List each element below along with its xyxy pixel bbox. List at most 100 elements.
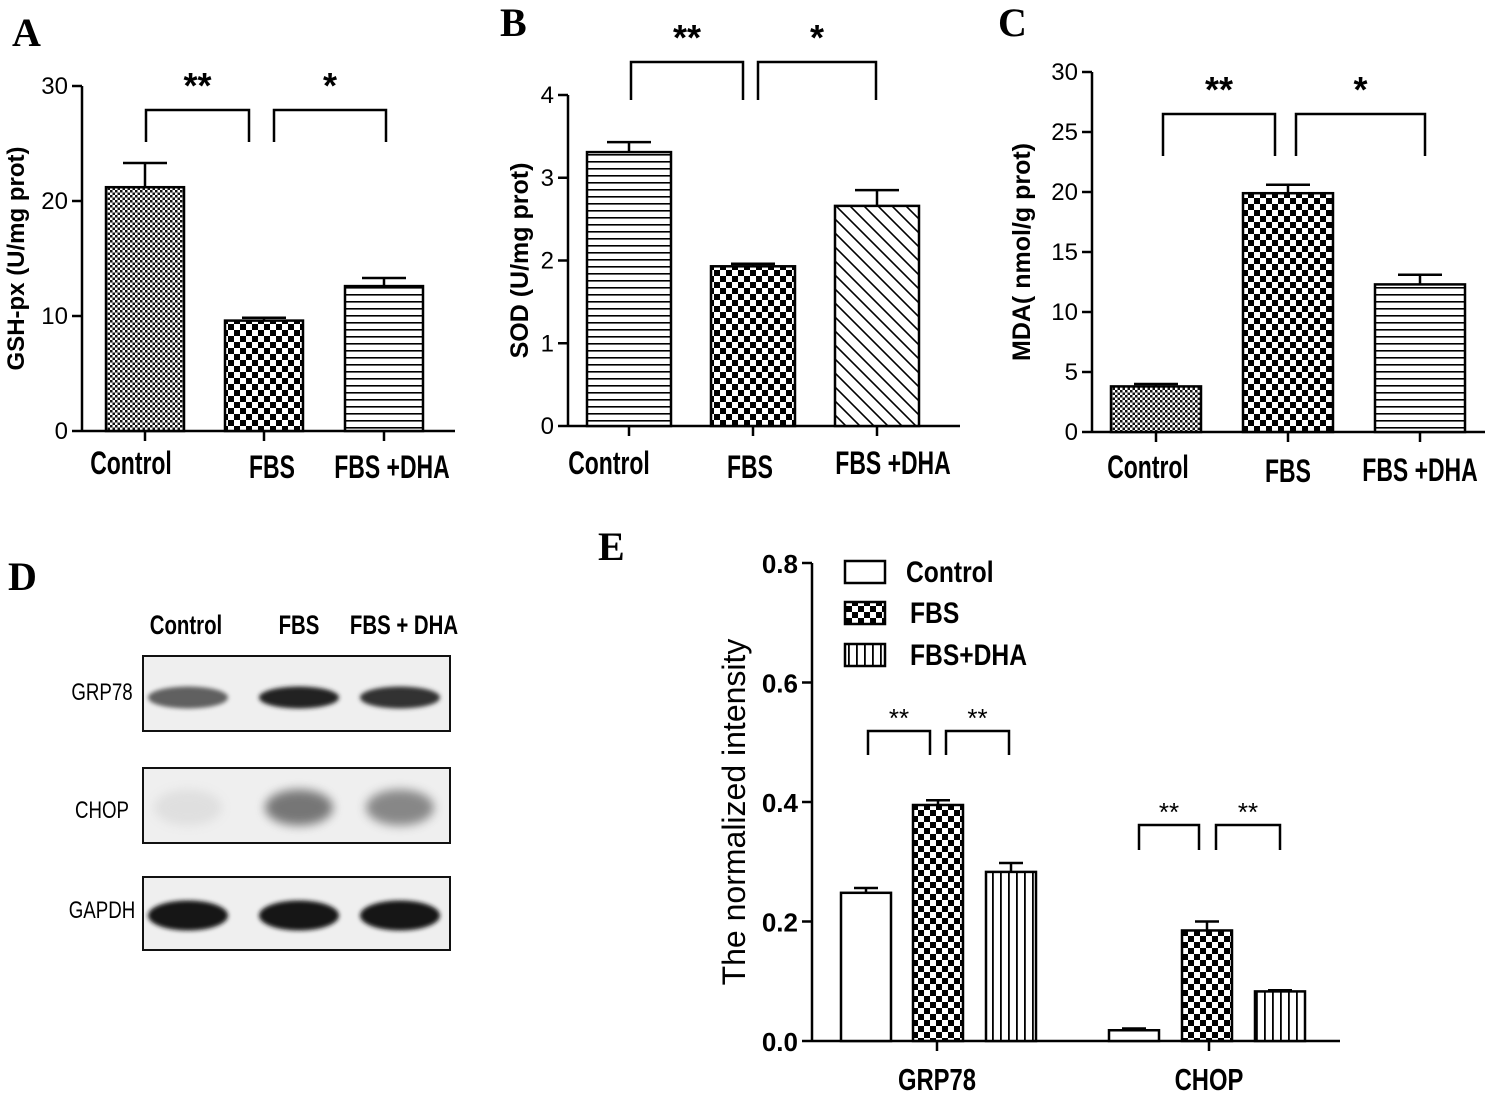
significance-label: *	[1353, 69, 1367, 110]
bar-fbs	[1241, 191, 1335, 434]
significance-bracket	[1137, 823, 1201, 850]
significance-label: **	[967, 703, 987, 733]
bar-grp78-fbs-dha	[984, 870, 1038, 1043]
y-tick-label: 0	[541, 413, 554, 440]
y-tick-label: 0.8	[762, 549, 798, 579]
significance-label: **	[1238, 797, 1258, 827]
legend-swatch	[843, 642, 887, 668]
significance-label: **	[183, 65, 211, 106]
y-tick-label: 3	[541, 165, 554, 192]
y-tick-label: 10	[41, 303, 68, 330]
significance-bracket	[1294, 112, 1427, 156]
blot-lane-label: FBS	[279, 611, 320, 640]
significance-bracket	[944, 729, 1011, 755]
y-tick-label: 30	[1051, 59, 1078, 86]
chart-normalized-intensity: 0.0 0.2 0.4 0.6 0.8 The normalized intensity G…	[716, 549, 1340, 1097]
y-tick-label: 0.6	[762, 669, 798, 699]
blot-protein-label: GAPDH	[69, 896, 135, 924]
legend-swatch	[843, 559, 887, 585]
x-tick-label: Control	[1107, 449, 1189, 485]
significance-bracket	[1161, 112, 1277, 156]
significance-bracket	[272, 108, 388, 142]
x-tick-label: FBS +DHA	[1362, 452, 1477, 488]
y-axis-label: The normalized intensity	[716, 639, 752, 986]
legend-label: FBS	[910, 596, 959, 630]
blot-band	[360, 900, 440, 931]
bar-chop-fbs-dha	[1253, 990, 1307, 1043]
y-tick-label: 1	[541, 330, 554, 357]
y-tick-label: 25	[1051, 119, 1078, 146]
y-tick-label: 0	[55, 418, 68, 445]
y-tick-label: 15	[1051, 239, 1078, 266]
bar-fbs-dha	[833, 204, 921, 428]
y-axis-label: SOD (U/mg prot)	[506, 163, 534, 359]
blot-lane-label: Control	[150, 611, 222, 640]
bar-control	[1109, 385, 1203, 434]
bar-fbs	[709, 265, 797, 428]
y-tick-label: 5	[1065, 359, 1078, 386]
legend-swatch	[843, 600, 887, 626]
significance-label: *	[810, 17, 824, 58]
y-axis-label: MDA( nmol/g prot)	[1008, 143, 1036, 361]
y-tick-label: 0.0	[762, 1027, 798, 1057]
blot-band	[366, 789, 434, 826]
x-tick-label: GRP78	[898, 1062, 976, 1097]
significance-bracket	[144, 108, 251, 142]
y-tick-label: 20	[41, 188, 68, 215]
y-tick-label: 0.4	[762, 788, 799, 818]
y-tick-label: 4	[541, 82, 554, 109]
blot-band	[360, 686, 440, 709]
chart-mda: 0 5 10 15 20 25 30 MDA( nmol/g prot) Control FBS F…	[1008, 59, 1485, 489]
legend-label: FBS+DHA	[910, 638, 1027, 672]
bar-control	[104, 185, 186, 433]
y-tick-label: 30	[41, 73, 68, 100]
significance-label: **	[889, 703, 909, 733]
blot-band	[148, 900, 228, 931]
x-tick-label: FBS	[1265, 453, 1311, 489]
x-tick-label: Control	[568, 445, 650, 481]
bar-control	[585, 150, 673, 428]
western-blot-panel: Control FBS FBS + DHA GRP78 CHOP GAPDH	[69, 611, 458, 951]
significance-bracket	[1214, 823, 1282, 850]
bar-fbs-dha	[1373, 283, 1467, 434]
significance-bracket	[629, 60, 745, 100]
panel-letter-c: C	[998, 0, 1027, 45]
blot-band	[265, 789, 333, 826]
x-tick-label: FBS	[249, 449, 295, 485]
significance-label: **	[1159, 797, 1179, 827]
significance-bracket	[756, 60, 878, 100]
y-tick-label: 0	[1065, 419, 1078, 446]
bar-chop-fbs	[1180, 929, 1234, 1043]
chart-gsh-px: 0 10 20 30 GSH-px (U/mg prot) Control FBS FBS +…	[3, 65, 455, 485]
x-tick-label: FBS	[727, 449, 773, 485]
significance-label: **	[673, 17, 701, 58]
legend-label: Control	[906, 555, 994, 589]
x-tick-label: FBS +DHA	[334, 449, 449, 485]
bar-chop-control	[1107, 1028, 1161, 1043]
bar-fbs	[223, 319, 305, 433]
panel-letter-a: A	[12, 10, 41, 55]
y-tick-label: 10	[1051, 299, 1078, 326]
blot-protein-label: CHOP	[75, 796, 129, 824]
panel-letter-b: B	[500, 0, 527, 45]
significance-bracket	[866, 729, 932, 755]
blot-band	[154, 789, 222, 826]
y-tick-label: 2	[541, 248, 554, 275]
bar-fbs-dha	[343, 284, 425, 433]
x-tick-label: CHOP	[1175, 1062, 1244, 1097]
blot-band	[148, 686, 228, 709]
x-tick-label: Control	[90, 445, 172, 481]
blot-band	[259, 686, 339, 709]
significance-label: **	[1205, 69, 1233, 110]
bar-grp78-control	[839, 891, 893, 1043]
panel-letter-e: E	[598, 524, 625, 569]
significance-label: *	[323, 65, 337, 106]
panel-letter-d: D	[8, 554, 37, 599]
y-tick-label: 0.2	[762, 908, 798, 938]
blot-lane-label: FBS + DHA	[350, 611, 458, 640]
y-tick-label: 20	[1051, 179, 1078, 206]
blot-band	[259, 900, 339, 931]
blot-protein-label: GRP78	[71, 678, 132, 706]
